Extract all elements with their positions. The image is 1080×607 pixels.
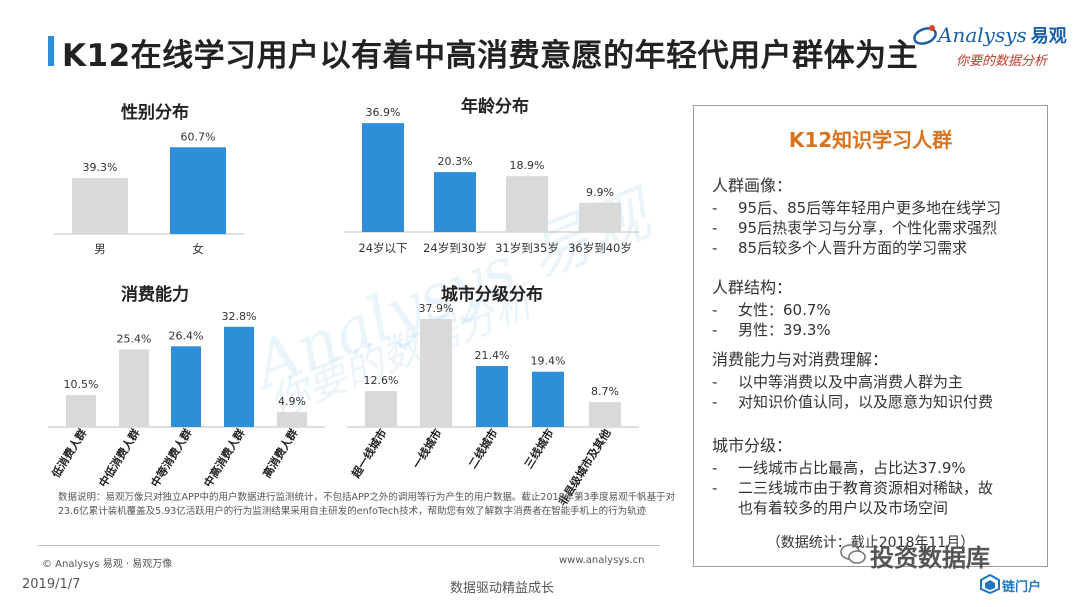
- summary-section-heading: 城市分级：: [712, 436, 793, 455]
- bar: [119, 349, 149, 427]
- summary-bullet: - 一线城市占比最高，占比达37.9%: [712, 459, 966, 477]
- summary-section: 人群画像： -95后、85后等年轻用户更多地在线学习 -95后热衷学习与分享，个性化…: [712, 176, 1001, 258]
- summary-bullet: - 女性：60.7%: [712, 301, 831, 319]
- footer-date: 2019/1/7: [22, 577, 81, 592]
- summary-section-heading: 消费能力与对消费理解：: [712, 350, 889, 369]
- tick-label: 二线城市: [465, 426, 500, 471]
- data-label: 9.9%: [586, 186, 614, 199]
- data-label: 18.9%: [510, 159, 545, 172]
- data-label: 19.4%: [531, 355, 566, 368]
- data-label: 39.3%: [83, 161, 118, 174]
- bar: [476, 366, 508, 427]
- summary-bullet: -95后、85后等年轻用户更多地在线学习: [712, 199, 1002, 217]
- footer-url[interactable]: www.analysys.cn: [559, 555, 645, 566]
- tick-label: 36岁到40岁: [568, 241, 632, 255]
- bar: [72, 177, 128, 234]
- bar: [589, 402, 621, 427]
- logo-swoosh-icon: [913, 25, 937, 45]
- summary-panel: K12知识学习人群 人群画像： -95后、85后等年轻用户更多地在线学习 -95后热…: [693, 105, 1048, 567]
- summary-section: 人群结构： - 女性：60.7% - 男性：39.3%: [712, 278, 831, 340]
- summary-section: 城市分级： - 一线城市占比最高，占比达37.9% - 二三线城市由于教育资源相对稀缺，…: [712, 436, 993, 518]
- data-label: 20.3%: [438, 155, 473, 168]
- bar: [171, 346, 201, 427]
- bar: [362, 123, 404, 232]
- data-label: 4.9%: [278, 395, 306, 408]
- bar: [506, 176, 548, 232]
- footer-divider: [38, 545, 660, 546]
- bar: [434, 172, 476, 232]
- chart-title: 城市分级分布: [441, 284, 543, 305]
- tick-label: 高消费人群: [260, 426, 301, 480]
- summary-bullet: - 二三线城市由于教育资源相对稀缺，故: [712, 479, 994, 497]
- bar-chart: 年龄分布 36.9% 24岁以下 20.3% 24岁到30岁 18.9% 31岁到35岁 9.…: [344, 96, 639, 255]
- data-disclaimer: 数据说明：易观万像只对独立APP中的用户数据进行监测统计，不包括APP之外的调用…: [58, 492, 676, 517]
- footer-slogan: 数据驱动精益成长: [450, 581, 555, 596]
- tick-label: 女: [192, 242, 204, 256]
- tick-label: 一线城市: [409, 426, 444, 471]
- analysys-logo: Analysys 易观 你要的数据分析: [912, 18, 1067, 78]
- tick-label: 31岁到35岁: [495, 241, 559, 255]
- summary-section-heading: 人群结构：: [712, 278, 793, 297]
- tick-label: 中低消费人群: [96, 426, 143, 489]
- data-label: 25.4%: [117, 332, 152, 345]
- summary-bullet: 也有着较多的用户以及市场空间: [738, 499, 949, 517]
- summary-bullet: -85后较多个人晋升方面的学习需求: [712, 239, 968, 257]
- summary-bullet: -95后热衷学习与分享，个性化需求强烈: [712, 219, 998, 237]
- bar: [224, 326, 254, 427]
- watermark-text: 投资数据库: [870, 544, 990, 572]
- footer-copyright: © Analysys 易观 · 易观万像: [42, 559, 173, 570]
- tick-label: 中高消费人群: [201, 426, 248, 489]
- bar: [532, 371, 564, 427]
- data-label: 26.4%: [169, 329, 204, 342]
- data-label: 60.7%: [181, 130, 216, 143]
- data-label: 12.6%: [364, 374, 399, 387]
- bar-chart: 性别分布 39.3% 男 60.7% 女: [54, 102, 244, 256]
- wechat-icon: [840, 544, 866, 564]
- bar-chart: 消费能力 10.5% 低消费人群 25.4% 中低消费人群 26.4% 中等消费人群 32.8…: [48, 284, 325, 490]
- summary-section-heading: 人群画像：: [712, 176, 793, 195]
- summary-section: 消费能力与对消费理解： - 以中等消费以及中高消费人群为主 - 对知识价值认同，以及愿意…: [712, 350, 993, 412]
- bar: [170, 147, 226, 234]
- tick-label: 低消费人群: [48, 426, 90, 481]
- tick-label: 中等消费人群: [148, 426, 195, 489]
- summary-bullet: - 以中等消费以及中高消费人群为主: [712, 373, 964, 391]
- bar: [365, 391, 397, 427]
- page-title: K12在线学习用户以有着中高消费意愿的年轻代用户群体为主: [62, 38, 919, 74]
- watermark-brand: 链门户: [1002, 580, 1042, 595]
- chart-title: 年龄分布: [461, 96, 529, 117]
- brand-cube-icon: [980, 574, 1000, 594]
- chart-title: 性别分布: [121, 102, 189, 123]
- bar: [579, 202, 621, 232]
- logo-wordmark: Analysys 易观: [938, 23, 1067, 47]
- data-label: 32.8%: [222, 310, 257, 323]
- summary-bullet: - 男性：39.3%: [712, 321, 831, 339]
- chart-title: 消费能力: [121, 284, 189, 305]
- tick-label: 三线城市: [521, 426, 556, 471]
- summary-title: K12知识学习人群: [788, 128, 953, 152]
- tick-label: 24岁到30岁: [423, 241, 487, 255]
- logo-slogan: 你要的数据分析: [956, 54, 1048, 69]
- bar-chart: 城市分级分布 12.6% 超一线城市 37.9% 一线城市 21.4% 二线城市 19.4% 三…: [347, 284, 639, 508]
- title-accent-bar: [48, 36, 54, 66]
- tick-label: 超一线城市: [348, 426, 390, 481]
- bar: [277, 412, 307, 427]
- tick-label: 24岁以下: [358, 241, 407, 255]
- data-label: 36.9%: [366, 106, 401, 119]
- summary-bullet: - 对知识价值认同，以及愿意为知识付费: [712, 393, 994, 411]
- bar: [66, 394, 96, 427]
- data-label: 37.9%: [419, 302, 454, 315]
- data-cutoff-note: （数据统计：截止2018年11月）: [766, 535, 975, 551]
- data-label: 21.4%: [475, 349, 510, 362]
- bar: [420, 318, 452, 427]
- data-label: 8.7%: [591, 385, 619, 398]
- data-label: 10.5%: [64, 378, 99, 391]
- tick-label: 男: [94, 242, 106, 256]
